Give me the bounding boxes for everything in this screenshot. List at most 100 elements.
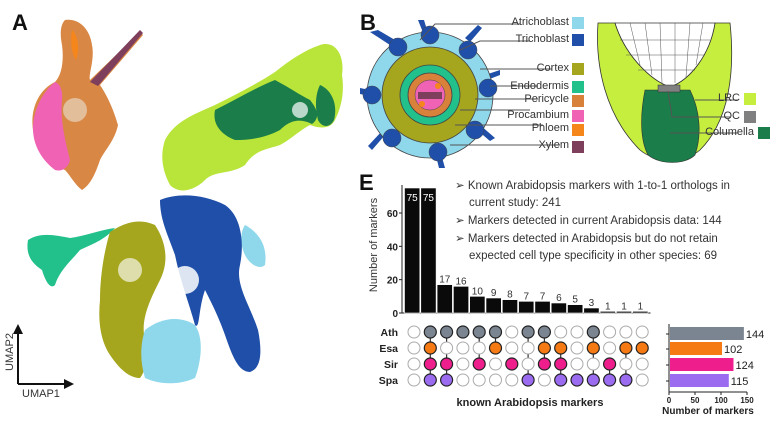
set-size-x-tick-label: 0 bbox=[667, 396, 672, 405]
upset-dot-filled bbox=[554, 357, 568, 371]
upset-dot-filled bbox=[570, 373, 584, 387]
upset-dot-empty bbox=[554, 325, 568, 339]
upset-dot-filled bbox=[586, 373, 600, 387]
upset-bar-value: 6 bbox=[556, 293, 562, 304]
swatch-cortex bbox=[572, 63, 584, 75]
upset-dot-filled bbox=[586, 325, 600, 339]
upset-bar-value: 8 bbox=[507, 290, 513, 301]
umap-cluster-vascular bbox=[32, 19, 143, 191]
set-size-x-tick-label: 150 bbox=[740, 396, 754, 405]
panel-b-label: B bbox=[360, 10, 376, 35]
upset-set-label: Ath bbox=[381, 327, 399, 339]
upset-dot-filled bbox=[472, 357, 486, 371]
arrow-bullet-icon: ➢ bbox=[455, 233, 468, 245]
upset-bar-value: 1 bbox=[605, 301, 611, 312]
upset-dot-empty bbox=[586, 357, 600, 371]
upset-bar-value: 75 bbox=[407, 193, 419, 204]
note-2-line-1: Markers detected in current Arabidopsis … bbox=[467, 215, 722, 227]
set-size-x-tick-label: 50 bbox=[691, 396, 700, 405]
upset-dot-empty bbox=[489, 373, 502, 387]
set-size-bar bbox=[670, 327, 744, 340]
legend-label-pericycle: Pericycle bbox=[524, 93, 569, 105]
umap-y-label: UMAP2 bbox=[3, 333, 16, 371]
upset-bar-value: 9 bbox=[491, 288, 497, 299]
umap-cluster-atrichoblast bbox=[141, 318, 201, 384]
upset-dot-filled bbox=[423, 357, 437, 371]
upset-dot-empty bbox=[505, 373, 519, 387]
umap-cluster-endodermis bbox=[27, 228, 115, 287]
legend-leader-lines bbox=[419, 23, 560, 146]
upset-dot-empty bbox=[570, 357, 584, 371]
upset-dot-empty bbox=[603, 341, 617, 355]
upset-dot-filled bbox=[554, 373, 568, 387]
upset-dot-filled bbox=[537, 341, 551, 355]
set-size-bar bbox=[670, 374, 729, 387]
upset-dot-empty bbox=[407, 341, 421, 355]
note-3-line-1: Markers detected in Arabidopsis but do n… bbox=[467, 233, 718, 245]
upset-bar bbox=[485, 297, 502, 314]
arrow-bullet-icon: ➢ bbox=[455, 180, 468, 192]
upset-bar bbox=[453, 286, 470, 314]
upset-bar-value: 10 bbox=[472, 286, 484, 297]
umap-y-arrow-icon bbox=[13, 324, 23, 334]
upset-matrix: Ath Esa Sir Spa bbox=[379, 325, 649, 387]
upset-dot-filled bbox=[423, 341, 437, 355]
upset-y-tick-label: 20 bbox=[387, 276, 399, 287]
upset-set-label: Spa bbox=[379, 375, 398, 387]
upset-dot-filled bbox=[603, 357, 617, 371]
umap-axes bbox=[13, 324, 74, 389]
note-2: ➢ Markers detected in current Arabidopsi… bbox=[455, 213, 722, 229]
note-3: ➢ Markers detected in Arabidopsis but do… bbox=[455, 231, 718, 247]
upset-dot-filled bbox=[439, 373, 454, 387]
upset-dot-empty bbox=[635, 373, 649, 387]
umap-cortex-gap bbox=[118, 258, 142, 282]
panel-e-label: E bbox=[359, 170, 374, 195]
set-size-value: 115 bbox=[731, 376, 749, 388]
upset-y-tick-label: 40 bbox=[387, 242, 399, 253]
upset-dot-empty bbox=[472, 373, 486, 387]
set-size-value: 124 bbox=[735, 360, 753, 372]
upset-dot-empty bbox=[619, 325, 633, 339]
swatch-lrc bbox=[744, 93, 756, 105]
upset-bar-value: 5 bbox=[572, 295, 578, 306]
upset-bar bbox=[502, 299, 518, 314]
upset-bar bbox=[599, 311, 616, 314]
upset-dot-empty bbox=[456, 373, 470, 387]
upset-bar bbox=[469, 296, 486, 314]
upset-bar-value: 7 bbox=[523, 291, 529, 302]
legend-label-trichoblast: Trichoblast bbox=[515, 33, 569, 45]
swatch-phloem bbox=[572, 124, 584, 136]
upset-dot-filled bbox=[488, 325, 503, 339]
upset-dot-filled bbox=[521, 373, 535, 387]
upset-dot-empty bbox=[456, 357, 470, 371]
set-size-chart: 144 102 124 115 0 50 100 150 Number of markers bbox=[662, 324, 764, 417]
swatch-trichoblast bbox=[572, 34, 584, 46]
upset-dot-filled bbox=[537, 357, 551, 371]
root-tip-diagram bbox=[597, 22, 738, 163]
upset-bar bbox=[583, 307, 600, 314]
upset-dot-empty bbox=[603, 325, 617, 339]
panel-a-label: A bbox=[12, 10, 28, 35]
legend-label-procambium: Procambium bbox=[507, 109, 569, 121]
upset-set-label: Esa bbox=[379, 343, 398, 355]
arrow-bullet-icon: ➢ bbox=[455, 215, 468, 227]
upset-dot-empty bbox=[537, 373, 551, 387]
upset-bar bbox=[534, 301, 551, 314]
upset-bar-value: 3 bbox=[589, 298, 595, 309]
note-1-cont: current study: 241 bbox=[469, 197, 562, 209]
upset-dot-filled bbox=[439, 357, 454, 371]
upset-dot-empty bbox=[505, 341, 519, 355]
swatch-procambium bbox=[572, 110, 584, 122]
legend-label-phloem: Phloem bbox=[531, 122, 569, 134]
umap-cluster-rootcap bbox=[162, 44, 343, 191]
upset-set-label: Sir bbox=[384, 359, 398, 371]
upset-bar-value: 1 bbox=[638, 301, 644, 312]
swatch-xylem bbox=[572, 141, 584, 153]
swatch-pericycle bbox=[572, 95, 584, 107]
upset-dot-empty bbox=[489, 357, 502, 371]
upset-dot-filled bbox=[619, 341, 633, 355]
legend-label-lrc: LRC bbox=[717, 92, 740, 104]
upset-dot-empty bbox=[456, 341, 470, 355]
upset-dot-filled bbox=[472, 325, 486, 339]
